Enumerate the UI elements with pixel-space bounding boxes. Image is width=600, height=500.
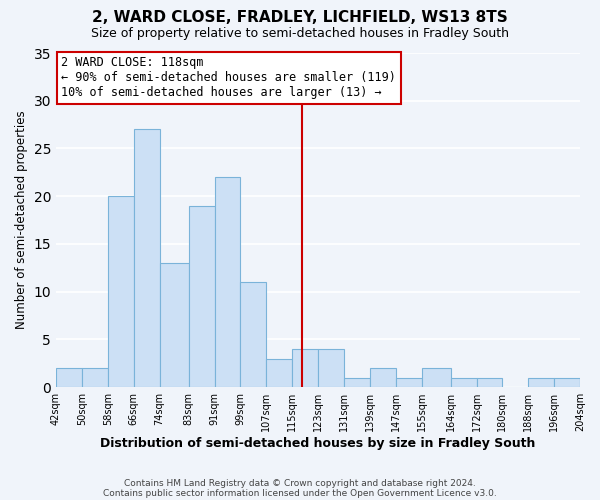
Bar (422, 368, 451, 387)
X-axis label: Distribution of semi-detached houses by size in Fradley South: Distribution of semi-detached houses by … (100, 437, 536, 450)
Bar (370, 368, 395, 387)
Bar (476, 378, 502, 387)
Bar (580, 378, 600, 387)
Y-axis label: Number of semi-detached properties: Number of semi-detached properties (15, 111, 28, 330)
Bar (554, 378, 580, 387)
Bar (215, 177, 241, 387)
Text: 2 WARD CLOSE: 118sqm
← 90% of semi-detached houses are smaller (119)
10% of semi: 2 WARD CLOSE: 118sqm ← 90% of semi-detac… (61, 56, 396, 100)
Bar (160, 263, 188, 387)
Text: Contains public sector information licensed under the Open Government Licence v3: Contains public sector information licen… (103, 488, 497, 498)
Bar (292, 349, 318, 387)
Text: 2, WARD CLOSE, FRADLEY, LICHFIELD, WS13 8TS: 2, WARD CLOSE, FRADLEY, LICHFIELD, WS13 … (92, 10, 508, 25)
Bar (344, 378, 370, 387)
Bar (56, 368, 82, 387)
Bar (451, 378, 476, 387)
Bar (188, 206, 215, 387)
Bar (266, 358, 292, 387)
Bar (395, 378, 422, 387)
Bar (241, 282, 266, 387)
Bar (82, 368, 108, 387)
Bar (528, 378, 554, 387)
Bar (318, 349, 344, 387)
Bar (108, 196, 134, 387)
Bar (134, 130, 160, 387)
Text: Contains HM Land Registry data © Crown copyright and database right 2024.: Contains HM Land Registry data © Crown c… (124, 478, 476, 488)
Text: Size of property relative to semi-detached houses in Fradley South: Size of property relative to semi-detach… (91, 28, 509, 40)
